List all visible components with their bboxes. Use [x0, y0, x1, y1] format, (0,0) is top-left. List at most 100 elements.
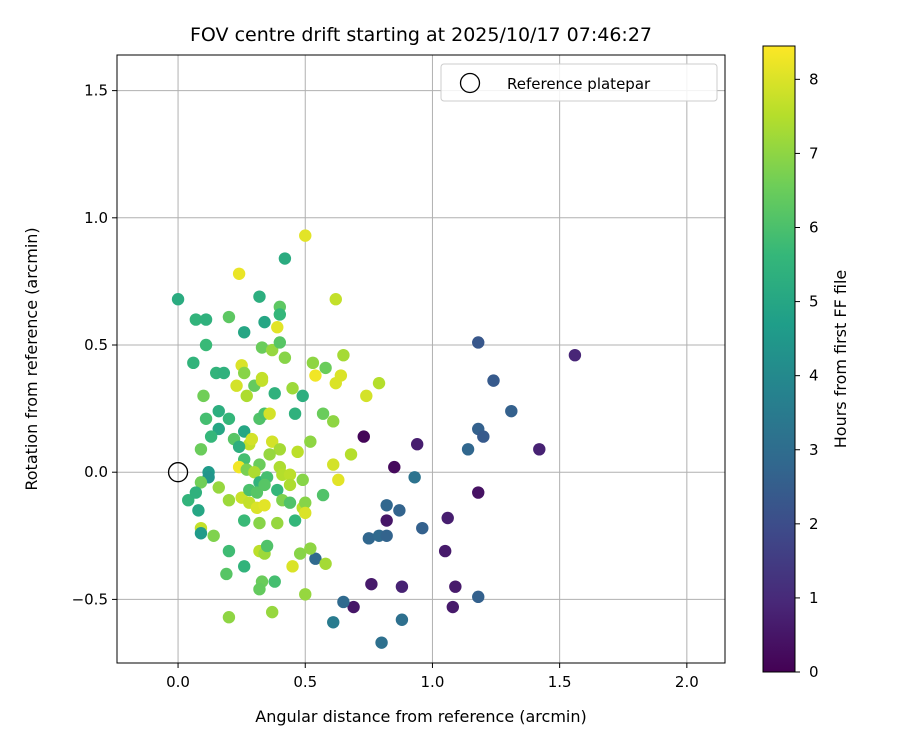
data-point: [293, 547, 307, 560]
data-point: [327, 616, 340, 629]
data-point: [446, 600, 459, 614]
data-point: [487, 374, 500, 387]
data-point: [309, 369, 322, 382]
data-point: [291, 445, 304, 459]
data-point: [232, 440, 246, 453]
data-point: [306, 356, 320, 370]
data-point: [393, 504, 406, 517]
data-point: [304, 435, 317, 448]
data-point: [217, 366, 231, 380]
data-point: [253, 290, 266, 303]
reference-platepar-marker: [167, 462, 189, 483]
data-point: [286, 382, 299, 395]
grid-layer: [117, 55, 725, 663]
colorbar-tick-label: 3: [809, 441, 819, 459]
data-point: [362, 532, 376, 545]
data-point: [296, 389, 309, 403]
data-point: [375, 636, 388, 649]
data-point: [296, 473, 309, 487]
data-point: [253, 583, 266, 596]
data-point: [263, 448, 276, 461]
colorbar-tick-label: 4: [809, 367, 819, 385]
x-tick-label: 0.5: [293, 673, 317, 691]
data-point: [258, 315, 271, 329]
points-layer: [171, 229, 582, 649]
data-point: [194, 476, 208, 489]
data-point: [365, 577, 378, 591]
data-point: [299, 229, 312, 242]
data-point: [222, 611, 236, 624]
data-point: [263, 407, 276, 420]
data-point: [337, 595, 350, 609]
data-point: [360, 389, 373, 403]
data-point: [212, 404, 225, 418]
data-point: [344, 448, 358, 461]
data-point: [189, 313, 203, 326]
data-point: [273, 336, 287, 349]
data-point: [197, 389, 210, 403]
data-point: [441, 511, 454, 525]
data-point: [304, 542, 317, 555]
data-point: [438, 544, 452, 558]
data-point: [299, 588, 312, 601]
legend-reference-marker: [459, 72, 481, 94]
data-point: [309, 552, 322, 565]
chart-title: FOV centre drift starting at 2025/10/17 …: [190, 24, 652, 46]
x-tick-label: 1.5: [548, 673, 572, 691]
data-point: [357, 430, 370, 443]
x-axis: 0.0 0.5 1.0 1.5 2.0: [166, 663, 699, 691]
y-axis-label: Rotation from reference (arcmin): [22, 227, 41, 490]
colorbar: 0 1 2 3 4 5 6 7 8 Hours from first FF file: [762, 45, 850, 681]
data-point: [337, 348, 350, 362]
legend-label: Reference platepar: [507, 75, 651, 93]
colorbar-tick-label: 0: [809, 663, 819, 681]
data-point: [271, 321, 284, 334]
legend-box: [440, 63, 718, 102]
data-point: [222, 544, 236, 558]
y-tick-label: 0.0: [84, 463, 108, 481]
data-point: [568, 348, 582, 362]
data-point: [250, 486, 264, 499]
x-tick-label: 1.0: [421, 673, 445, 691]
legend: Reference platepar: [440, 63, 718, 102]
data-point: [388, 460, 401, 474]
data-point: [408, 471, 421, 484]
colorbar-tick-label: 2: [809, 515, 819, 533]
data-point: [327, 415, 340, 428]
colorbar-tick-label: 6: [809, 219, 819, 237]
x-tick-label: 2.0: [675, 673, 699, 691]
data-point: [199, 412, 213, 425]
data-point: [189, 486, 203, 499]
data-point: [316, 488, 330, 502]
data-point: [319, 361, 332, 375]
colorbar-gradient: [762, 45, 796, 673]
data-point: [222, 493, 236, 507]
data-point: [472, 590, 485, 604]
data-point: [395, 613, 409, 626]
y-tick-label: 1.0: [84, 209, 108, 227]
data-point: [316, 407, 330, 420]
data-point: [230, 379, 243, 392]
data-point: [410, 438, 424, 451]
data-point: [237, 560, 251, 573]
data-point: [288, 514, 302, 527]
data-point: [182, 493, 195, 507]
data-point: [212, 481, 225, 494]
data-point: [237, 514, 251, 527]
data-point: [461, 443, 475, 456]
data-point: [505, 404, 518, 418]
data-point: [278, 252, 292, 265]
data-point: [194, 443, 208, 456]
data-point: [472, 486, 485, 499]
data-point: [265, 605, 279, 619]
data-point: [255, 341, 269, 354]
data-point: [271, 483, 284, 497]
colorbar-label: Hours from first FF file: [831, 270, 850, 449]
data-point: [329, 293, 342, 306]
data-point: [347, 600, 360, 614]
y-tick-label: 0.5: [84, 336, 108, 354]
reference-layer: [167, 462, 189, 483]
data-point: [248, 466, 261, 479]
colorbar-tick-label: 8: [809, 70, 819, 88]
